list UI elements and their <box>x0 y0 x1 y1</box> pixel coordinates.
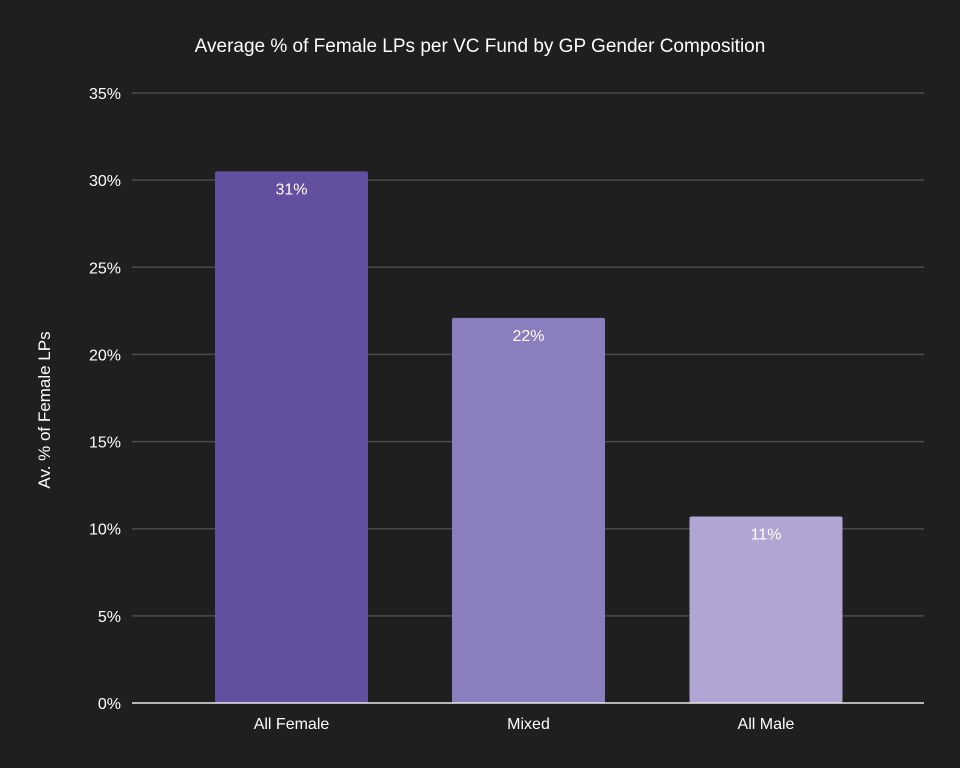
x-tick-label: Mixed <box>507 716 550 733</box>
y-axis-label: Av. % of Female LPs <box>35 331 54 488</box>
bar <box>452 317 605 703</box>
y-tick-label: 0% <box>98 696 121 713</box>
y-tick-label: 15% <box>89 435 121 452</box>
y-tick-label: 30% <box>89 173 121 190</box>
y-tick-label: 35% <box>89 86 121 103</box>
y-axis-ticks: 0% 5% 10% 15% 20% 25% 30% 35% <box>89 86 121 713</box>
y-tick-label: 25% <box>89 260 121 277</box>
bar <box>689 516 843 703</box>
chart-title: Average % of Female LPs per VC Fund by G… <box>195 36 766 57</box>
bar-data-label: 11% <box>751 527 782 544</box>
bar-data-label: 31% <box>275 181 307 198</box>
bar-data-label: 22% <box>512 328 544 345</box>
y-tick-label: 20% <box>89 347 121 364</box>
bar <box>215 171 368 703</box>
bars: 31% 22% 11% <box>215 171 843 703</box>
x-tick-label: All Male <box>738 716 795 733</box>
x-tick-label: All Female <box>254 716 330 733</box>
y-tick-label: 10% <box>89 522 121 539</box>
x-axis-ticks: All Female Mixed All Male <box>254 716 795 733</box>
y-tick-label: 5% <box>98 609 121 626</box>
